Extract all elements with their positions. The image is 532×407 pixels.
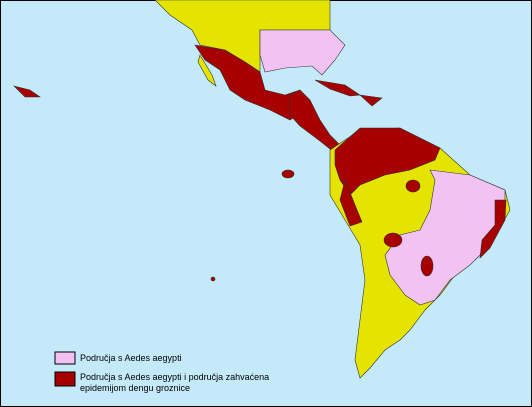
- patch: [383, 232, 403, 248]
- galapagos: [281, 169, 295, 179]
- legend-label: Područja s Aedes aegypti i područja zahv…: [80, 372, 270, 393]
- island: [210, 276, 216, 282]
- northern-south-america: [334, 127, 441, 196]
- cuba: [314, 79, 361, 97]
- andes-coast: [339, 179, 363, 227]
- legend-label: Područja s Aedes aegypti: [80, 353, 182, 363]
- baja: [197, 54, 217, 87]
- patch: [405, 179, 421, 193]
- hispaniola: [359, 94, 383, 107]
- legend-swatch: [54, 371, 76, 387]
- patch: [420, 255, 434, 277]
- brazil-coast: [479, 199, 507, 259]
- us-southeast: [259, 29, 346, 76]
- hawaii: [13, 85, 41, 98]
- legend-swatch: [54, 351, 76, 365]
